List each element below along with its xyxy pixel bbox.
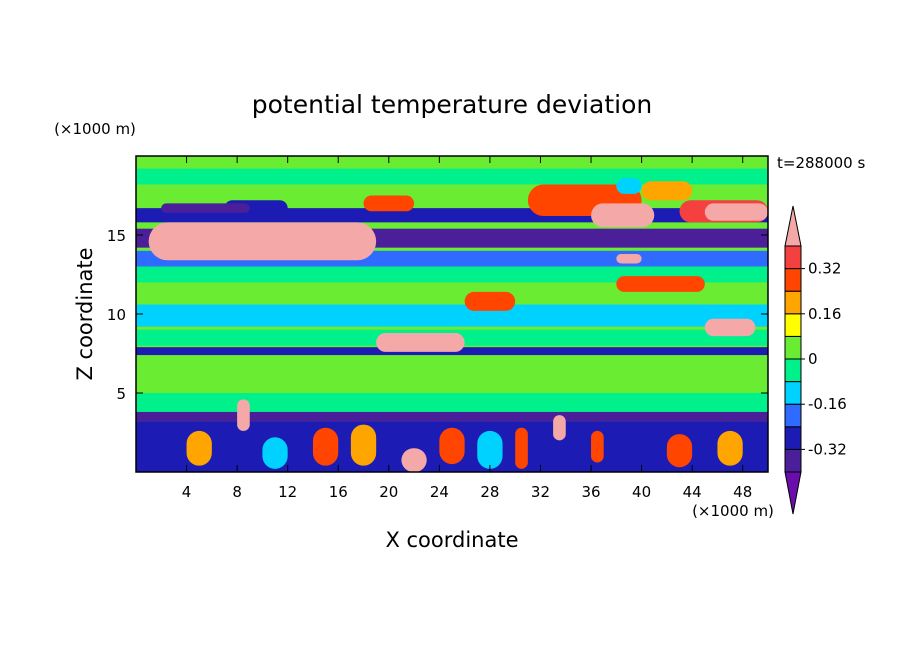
contour-region <box>312 427 339 466</box>
colorbar-swatch <box>784 335 802 360</box>
y-tick-label: 15 <box>107 227 126 245</box>
colorbar-tick-label: 0.16 <box>808 305 841 323</box>
contour-region <box>591 203 655 228</box>
x-tick-label: 12 <box>278 483 297 501</box>
contour-region <box>616 276 705 292</box>
x-axis-label: X coordinate <box>385 528 518 552</box>
contour-region <box>616 253 642 264</box>
x-tick-label: 28 <box>480 483 499 501</box>
x-tick-label: 4 <box>182 483 192 501</box>
contour-region <box>641 181 693 201</box>
plot-area <box>136 156 768 472</box>
x-tick-label: 48 <box>733 483 752 501</box>
x-tick-label: 32 <box>531 483 550 501</box>
x-tick-label: 44 <box>683 483 702 501</box>
contour-region <box>136 156 768 169</box>
contour-region <box>186 430 212 466</box>
y-tick-label: 5 <box>116 385 126 403</box>
colorbar-swatch <box>784 381 802 405</box>
contour-region <box>262 437 288 469</box>
contour-region <box>704 318 756 337</box>
colorbar-swatch <box>784 290 802 315</box>
contour-region <box>553 415 566 441</box>
contour-region <box>666 434 693 468</box>
contour-region <box>148 222 377 261</box>
contour-region <box>237 399 250 431</box>
contour-region <box>136 288 768 302</box>
contour-region <box>376 332 465 352</box>
contour-region <box>401 448 427 472</box>
x-axis: 4 8 12 16 20 24 28 32 36 40 44 48 <box>182 156 752 501</box>
time-label: t=288000 s <box>777 154 865 172</box>
colorbar-extend-min <box>784 471 802 515</box>
colorbar-swatch <box>784 358 802 383</box>
y-axis-label: Z coordinate <box>73 247 97 380</box>
colorbar-swatch <box>784 245 802 270</box>
y-axis: 5 10 15 <box>107 227 768 403</box>
x-tick-label: 20 <box>379 483 398 501</box>
colorbar-swatch <box>784 268 802 292</box>
colorbar-tick-label: 0 <box>808 350 818 368</box>
contour-region <box>350 424 377 466</box>
contour-region <box>616 178 642 194</box>
colorbar-swatch <box>784 448 802 473</box>
colorbar-swatch <box>784 403 802 428</box>
contour-region <box>136 393 768 412</box>
colorbar: 0.32 0.16 0 -0.16 -0.32 <box>784 205 847 515</box>
colorbar-swatch <box>784 313 802 337</box>
y-tick-label: 10 <box>107 306 126 324</box>
contour-region <box>704 203 768 221</box>
x-tick-label: 24 <box>430 483 449 501</box>
x-axis-unit: (×1000 m) <box>692 502 774 520</box>
chart-title: potential temperature deviation <box>252 90 652 119</box>
contour-region <box>136 168 768 185</box>
x-tick-label: 8 <box>232 483 242 501</box>
contour-region <box>591 430 604 463</box>
y-axis-unit: (×1000 m) <box>54 120 136 138</box>
contour-region <box>363 195 415 212</box>
contour-region <box>136 411 768 422</box>
contour-region <box>439 427 465 465</box>
contour-region <box>136 266 768 283</box>
contour-region <box>515 427 528 469</box>
colorbar-tick-label: -0.32 <box>808 440 847 458</box>
contour-region <box>161 203 250 213</box>
colorbar-tick-label: 0.32 <box>808 260 841 278</box>
colorbar-extend-max <box>784 205 802 247</box>
x-tick-label: 40 <box>632 483 651 501</box>
x-tick-label: 36 <box>581 483 600 501</box>
contour-region <box>464 291 516 311</box>
contour-region <box>136 304 768 327</box>
x-tick-label: 16 <box>329 483 348 501</box>
contour-region <box>477 430 503 469</box>
contour-region <box>717 430 743 466</box>
contour-region <box>136 358 768 393</box>
colorbar-swatch <box>784 426 802 450</box>
colorbar-tick-label: -0.16 <box>808 395 847 413</box>
